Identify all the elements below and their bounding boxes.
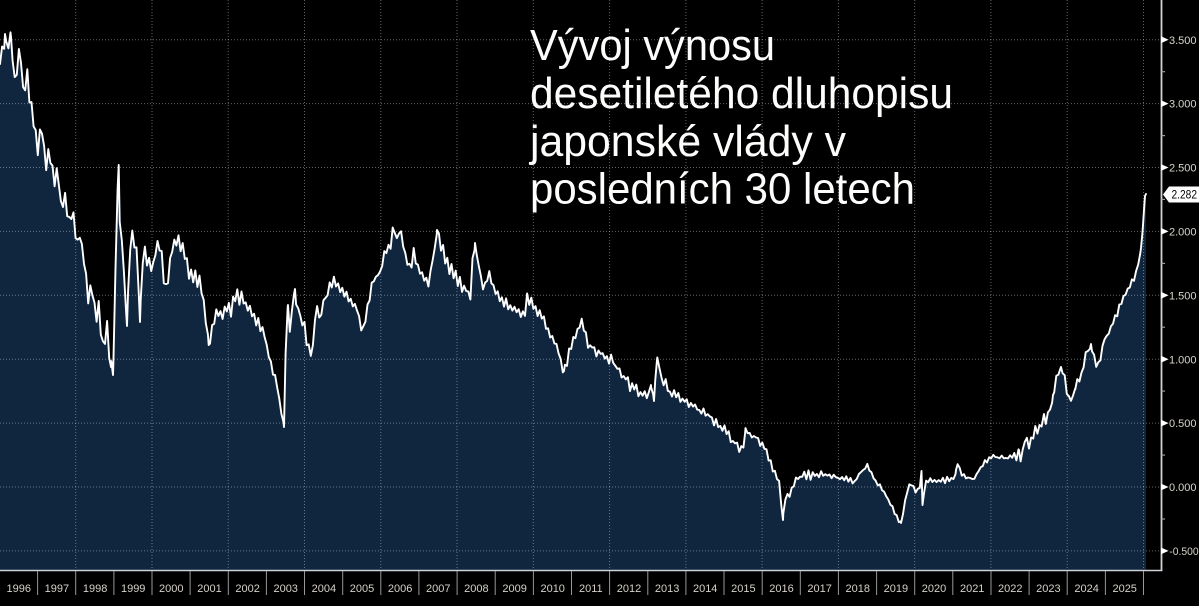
svg-text:japonské vlády v: japonské vlády v: [528, 117, 846, 166]
svg-text:2013: 2013: [655, 583, 679, 595]
svg-text:1997: 1997: [45, 583, 69, 595]
svg-text:2002: 2002: [235, 583, 259, 595]
svg-text:posledních 30 letech: posledních 30 letech: [530, 165, 915, 214]
svg-text:2019: 2019: [884, 583, 908, 595]
svg-text:2015: 2015: [731, 583, 755, 595]
svg-text:2003: 2003: [273, 583, 297, 595]
svg-text:1.000: 1.000: [1169, 354, 1197, 366]
svg-text:2009: 2009: [502, 583, 526, 595]
svg-text:2010: 2010: [540, 583, 564, 595]
svg-text:3.500: 3.500: [1169, 35, 1197, 47]
svg-text:1998: 1998: [83, 583, 107, 595]
svg-text:2005: 2005: [350, 583, 374, 595]
svg-text:0.000: 0.000: [1169, 482, 1197, 494]
svg-text:2007: 2007: [426, 583, 450, 595]
svg-text:1996: 1996: [7, 583, 31, 595]
svg-text:2020: 2020: [922, 583, 946, 595]
svg-text:2014: 2014: [693, 583, 717, 595]
svg-text:2006: 2006: [388, 583, 412, 595]
svg-text:0.500: 0.500: [1169, 418, 1197, 430]
svg-text:2025: 2025: [1112, 583, 1136, 595]
svg-text:2024: 2024: [1074, 583, 1098, 595]
svg-text:2.500: 2.500: [1169, 163, 1197, 175]
svg-text:2.282: 2.282: [1172, 188, 1198, 202]
svg-text:1999: 1999: [121, 583, 145, 595]
svg-text:2016: 2016: [769, 583, 793, 595]
svg-text:Vývoj výnosu: Vývoj výnosu: [530, 21, 775, 70]
svg-text:2004: 2004: [312, 583, 336, 595]
svg-text:2012: 2012: [617, 583, 641, 595]
svg-text:-0.500: -0.500: [1169, 546, 1198, 558]
svg-text:2011: 2011: [579, 583, 603, 595]
svg-text:2018: 2018: [846, 583, 870, 595]
svg-text:1.500: 1.500: [1169, 290, 1197, 302]
svg-text:2021: 2021: [960, 583, 984, 595]
svg-text:2.000: 2.000: [1169, 227, 1197, 239]
svg-text:desetiletého dluhopisu: desetiletého dluhopisu: [530, 69, 953, 118]
svg-text:2017: 2017: [807, 583, 831, 595]
svg-text:2001: 2001: [197, 583, 221, 595]
svg-text:2000: 2000: [159, 583, 183, 595]
svg-text:2022: 2022: [998, 583, 1022, 595]
svg-text:3.000: 3.000: [1169, 99, 1197, 111]
svg-text:2023: 2023: [1036, 583, 1060, 595]
svg-text:2008: 2008: [464, 583, 488, 595]
